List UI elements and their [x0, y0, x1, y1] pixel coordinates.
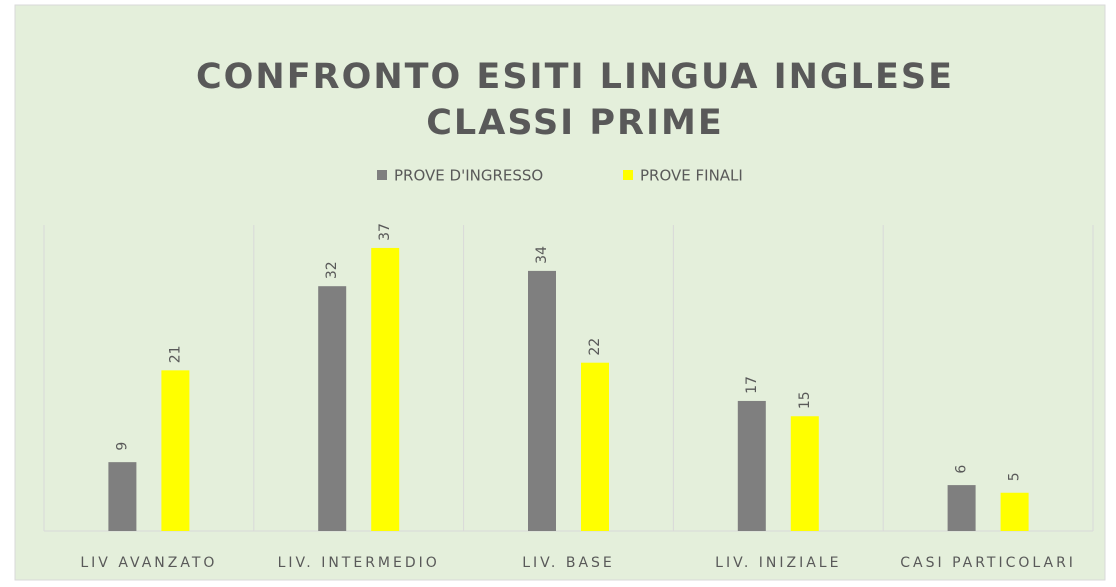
data-label: 32 — [324, 261, 340, 279]
data-label: 34 — [534, 246, 550, 264]
bar — [947, 485, 976, 531]
data-label: 22 — [587, 338, 603, 356]
data-label: 6 — [954, 465, 970, 474]
x-tick-label: CASI PARTICOLARI — [900, 555, 1076, 571]
legend-swatch — [377, 170, 387, 180]
legend-label: PROVE D'INGRESSO — [394, 167, 543, 185]
bar — [108, 462, 137, 531]
bar — [528, 270, 556, 531]
data-label: 17 — [744, 376, 760, 394]
bar — [318, 286, 347, 531]
bar — [161, 370, 190, 531]
bar — [1000, 492, 1029, 531]
bar — [581, 362, 609, 531]
data-label: 37 — [377, 223, 393, 241]
legend-label: PROVE FINALI — [640, 167, 743, 185]
data-label: 15 — [797, 391, 813, 409]
x-tick-label: LIV AVANZATO — [80, 555, 217, 571]
bar — [790, 416, 819, 531]
data-label: 5 — [1007, 472, 1023, 481]
bar — [737, 400, 766, 531]
chart-title: CONFRONTO ESITI LINGUA INGLESE — [196, 57, 954, 97]
x-tick-label: LIV. INIZIALE — [715, 555, 841, 571]
x-tick-label: LIV. BASE — [522, 555, 615, 571]
chart-area — [14, 4, 1106, 581]
x-tick-label: LIV. INTERMEDIO — [278, 555, 440, 571]
data-label: 9 — [114, 442, 130, 451]
chart-title: CLASSI PRIME — [426, 103, 724, 143]
legend-swatch — [623, 170, 633, 180]
bar — [371, 247, 400, 531]
data-label: 21 — [167, 345, 183, 363]
